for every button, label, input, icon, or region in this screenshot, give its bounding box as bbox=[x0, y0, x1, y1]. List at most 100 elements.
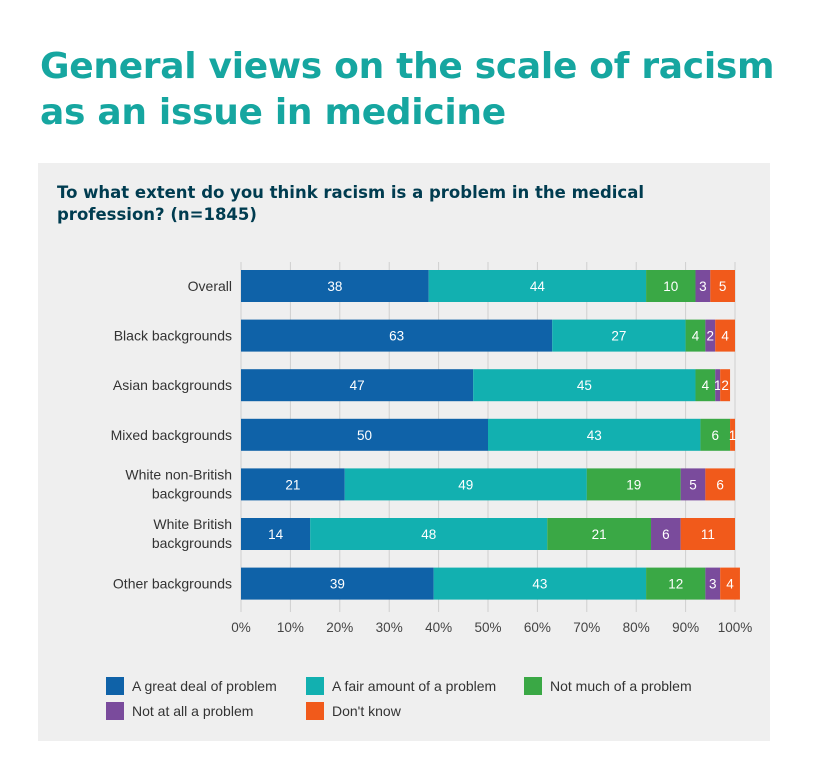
bar-segment bbox=[651, 518, 681, 550]
data-label: 45 bbox=[577, 378, 592, 393]
data-label: 4 bbox=[692, 329, 700, 344]
data-label: 5 bbox=[719, 279, 727, 294]
stacked-bar-chart: 0% 10% 20% 30% 40% 50% 60% 70% 80% 90% 100% Overall… bbox=[111, 262, 753, 635]
bar-segment bbox=[646, 270, 696, 302]
data-label: 63 bbox=[389, 329, 404, 344]
bar-segment bbox=[710, 270, 735, 302]
category-label: White British backgrounds bbox=[152, 516, 232, 551]
data-label: 19 bbox=[626, 477, 641, 492]
bar-segment bbox=[241, 369, 474, 402]
bar-segment bbox=[433, 567, 647, 600]
legend-swatch bbox=[524, 677, 542, 695]
category-label: White non-British backgrounds bbox=[125, 466, 232, 501]
bar-segment bbox=[720, 369, 731, 402]
data-label: 44 bbox=[530, 279, 546, 294]
bar-segment bbox=[241, 567, 434, 600]
data-label: 4 bbox=[702, 378, 710, 393]
data-label: 38 bbox=[327, 279, 342, 294]
x-tick-label: 70% bbox=[573, 620, 600, 635]
bar-segment bbox=[705, 319, 716, 352]
data-label: 21 bbox=[592, 527, 607, 542]
data-label: 14 bbox=[268, 527, 284, 542]
data-label: 48 bbox=[421, 527, 436, 542]
data-label: 10 bbox=[663, 279, 678, 294]
legend-item: Don't know bbox=[306, 701, 401, 721]
data-label: 39 bbox=[330, 577, 345, 592]
x-tick-label: 100% bbox=[718, 620, 753, 635]
page-title: General views on the scale of racism as … bbox=[40, 46, 775, 133]
chart-panel bbox=[38, 163, 770, 741]
bar-segment bbox=[428, 270, 647, 302]
data-label: 50 bbox=[357, 428, 372, 443]
bar-segment bbox=[586, 468, 681, 501]
bar-segment bbox=[695, 270, 711, 302]
bar-segment bbox=[705, 567, 721, 600]
bar-segment bbox=[705, 468, 735, 501]
bar-segment bbox=[695, 369, 716, 402]
data-label: 3 bbox=[699, 279, 707, 294]
data-label: 5 bbox=[689, 477, 697, 492]
data-label: 3 bbox=[709, 577, 717, 592]
bar-segment bbox=[241, 270, 429, 302]
x-tick-label: 10% bbox=[277, 620, 304, 635]
bar-segment bbox=[488, 418, 701, 451]
bar-segment bbox=[241, 518, 311, 550]
bar-segment bbox=[720, 567, 740, 600]
x-tick-label: 0% bbox=[231, 620, 251, 635]
data-label: 4 bbox=[721, 329, 729, 344]
legend-item: Not much of a problem bbox=[524, 676, 692, 696]
category-label: Mixed backgrounds bbox=[111, 427, 232, 443]
x-tick-label: 30% bbox=[376, 620, 403, 635]
bar-segment bbox=[715, 319, 735, 352]
legend-label: A fair amount of a problem bbox=[332, 678, 497, 694]
x-tick-label: 60% bbox=[524, 620, 551, 635]
bar-segment bbox=[473, 369, 696, 402]
data-label: 47 bbox=[350, 378, 365, 393]
x-tick-label: 80% bbox=[623, 620, 650, 635]
legend-swatch bbox=[306, 677, 324, 695]
legend-item: A great deal of problem bbox=[106, 676, 277, 696]
data-label: 2 bbox=[721, 378, 729, 393]
bar-segment bbox=[730, 418, 735, 451]
category-label: Overall bbox=[188, 278, 232, 294]
legend-label: A great deal of problem bbox=[132, 678, 277, 694]
legend-label: Not at all a problem bbox=[132, 703, 254, 719]
bar-segment bbox=[241, 418, 488, 451]
x-tick-label: 20% bbox=[326, 620, 353, 635]
legend-swatch bbox=[106, 702, 124, 720]
data-label: 6 bbox=[662, 527, 670, 542]
legend-label: Not much of a problem bbox=[550, 678, 692, 694]
bar-segment bbox=[241, 468, 345, 501]
data-label: 12 bbox=[668, 577, 683, 592]
legend-swatch bbox=[306, 702, 324, 720]
bar-segment bbox=[646, 567, 706, 600]
data-label: 2 bbox=[707, 329, 715, 344]
legend-item: Not at all a problem bbox=[106, 701, 253, 721]
data-label: 1 bbox=[729, 428, 737, 443]
category-label: Other backgrounds bbox=[113, 576, 232, 592]
data-label: 6 bbox=[716, 477, 724, 492]
data-label: 11 bbox=[701, 527, 715, 542]
legend-item: A fair amount of a problem bbox=[306, 676, 496, 696]
bar-segment bbox=[680, 518, 735, 550]
data-label: 49 bbox=[458, 477, 473, 492]
data-label: 27 bbox=[611, 329, 626, 344]
data-label: 1 bbox=[714, 378, 722, 393]
bar-segment bbox=[310, 518, 548, 550]
legend-swatch bbox=[106, 677, 124, 695]
bar-segment bbox=[344, 468, 587, 501]
data-label: 6 bbox=[711, 428, 719, 443]
bar-segment bbox=[241, 319, 553, 352]
bar-segment bbox=[547, 518, 652, 550]
bar-segment bbox=[680, 468, 706, 501]
category-label: Black backgrounds bbox=[114, 328, 232, 344]
data-label: 21 bbox=[285, 477, 300, 492]
chart-question: To what extent do you think racism is a … bbox=[57, 183, 644, 224]
data-label: 43 bbox=[532, 577, 547, 592]
legend-label: Don't know bbox=[332, 703, 401, 719]
x-tick-label: 90% bbox=[672, 620, 699, 635]
category-label: Asian backgrounds bbox=[113, 377, 232, 393]
bar-segment bbox=[700, 418, 731, 451]
bar-segment bbox=[685, 319, 706, 352]
data-label: 4 bbox=[726, 577, 734, 592]
